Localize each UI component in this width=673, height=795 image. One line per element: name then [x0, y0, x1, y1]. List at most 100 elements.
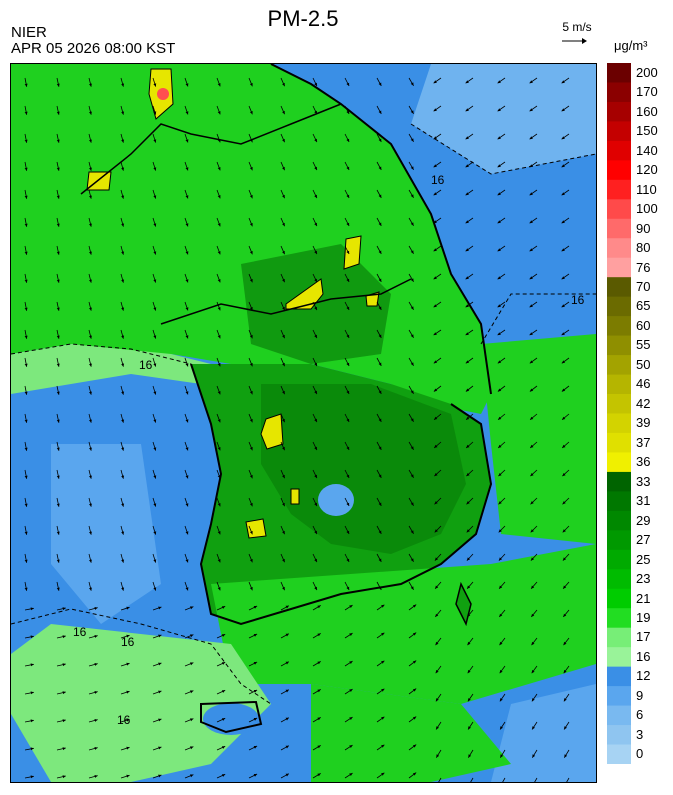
hotspot: [285, 278, 324, 310]
legend-swatch: [607, 744, 631, 764]
wind-arrowhead-icon: [217, 307, 221, 311]
wind-arrowhead-icon: [126, 690, 130, 694]
wind-arrowhead-icon: [564, 726, 567, 730]
wind-arrowhead-icon: [465, 304, 469, 308]
wind-arrowhead-icon: [468, 754, 472, 758]
wind-arrowhead-icon: [253, 690, 258, 693]
wind-arrowhead-icon: [24, 335, 28, 339]
wind-arrowhead-icon: [433, 108, 437, 112]
ulleung-island: [455, 581, 472, 627]
wind-arrowhead-icon: [217, 587, 221, 591]
wind-arrowhead-icon: [561, 164, 565, 168]
wind-arrowhead-icon: [531, 669, 535, 674]
legend-level-label: 16: [636, 648, 651, 664]
wind-arrowhead-icon: [529, 164, 533, 168]
wind-arrowhead-icon: [217, 531, 221, 535]
wind-arrowhead-icon: [499, 613, 503, 617]
map-title: PM-2.5: [267, 6, 339, 31]
wind-arrowhead-icon: [317, 689, 321, 693]
wind-arrowhead-icon: [89, 587, 92, 591]
wind-arrowhead-icon: [317, 605, 321, 609]
wind-arrowhead-icon: [465, 164, 469, 168]
wind-arrowhead-icon: [436, 726, 439, 730]
wind-arrowhead-icon: [185, 111, 189, 115]
wind-arrowhead-icon: [89, 279, 92, 283]
wind-arrowhead-icon: [153, 503, 157, 507]
wind-arrowhead-icon: [253, 718, 258, 721]
wind-arrowhead-icon: [185, 139, 189, 143]
wind-arrowhead-icon: [349, 745, 353, 748]
wind-arrowhead-icon: [249, 139, 253, 143]
wind-arrowhead-icon: [56, 531, 60, 535]
wind-arrowhead-icon: [153, 195, 157, 199]
legend-level-label: 200: [636, 64, 658, 80]
wind-arrowhead-icon: [314, 278, 317, 283]
wind-arrowhead-icon: [89, 419, 92, 423]
wind-arrowhead-icon: [497, 80, 501, 84]
coastline: [270, 64, 492, 395]
wind-arrowhead-icon: [465, 136, 469, 140]
wind-arrowhead-icon: [467, 613, 471, 617]
wind-arrowhead-icon: [561, 192, 565, 196]
wind-arrowhead-icon: [249, 195, 253, 199]
legend-level-label: 120: [636, 162, 658, 178]
wind-arrowhead-icon: [381, 772, 385, 776]
legend-swatch: [607, 82, 631, 103]
legend-swatch: [607, 705, 631, 726]
wind-arrowhead-icon: [530, 416, 534, 420]
wind-arrowhead-icon: [378, 250, 382, 254]
legend-swatch: [607, 121, 631, 142]
wind-arrowhead-icon: [529, 276, 533, 280]
wind-arrowhead-icon: [349, 661, 353, 664]
wind-arrowhead-icon: [410, 222, 414, 226]
contour-16: [11, 608, 272, 705]
wind-arrowhead-icon: [412, 632, 417, 636]
wind-arrowhead-icon: [24, 363, 28, 367]
wind-arrowhead-icon: [121, 279, 125, 283]
wind-arrowhead-icon: [89, 391, 92, 395]
wind-arrowhead-icon: [498, 473, 502, 477]
wind-arrowhead-icon: [499, 585, 503, 589]
wind-arrowhead-icon: [94, 775, 98, 778]
wind-arrowhead-icon: [314, 138, 317, 143]
sea-green-plume: [211, 544, 596, 704]
legend-swatch: [607, 257, 631, 278]
wind-arrowhead-icon: [253, 634, 258, 637]
legend-level-label: 42: [636, 395, 651, 411]
wind-arrowhead-icon: [562, 473, 566, 477]
wind-arrowhead-icon: [562, 416, 566, 420]
wind-arrowhead-icon: [412, 688, 417, 692]
jeju-island: [200, 700, 263, 734]
legend-level-label: 9: [636, 687, 644, 703]
wind-arrowhead-icon: [435, 641, 439, 646]
legend-swatch: [607, 569, 631, 590]
wind-arrowhead-icon: [381, 660, 385, 664]
wind-arrowhead-icon: [497, 248, 501, 252]
wind-arrowhead-icon: [282, 110, 285, 115]
wind-arrowhead-icon: [314, 250, 317, 255]
legend-swatch: [607, 549, 631, 570]
wind-arrowhead-icon: [346, 166, 350, 170]
wind-arrowhead-icon: [346, 250, 350, 254]
wind-arrowhead-icon: [530, 557, 534, 561]
wind-arrowhead-icon: [466, 529, 470, 533]
legend-level-label: 110: [636, 181, 657, 197]
wind-arrowhead-icon: [378, 390, 382, 394]
wind-arrowhead-icon: [465, 80, 469, 84]
wind-arrowhead-icon: [153, 363, 157, 367]
wind-arrowhead-icon: [217, 167, 221, 171]
wind-arrowhead-icon: [221, 662, 226, 665]
wind-arrowhead-icon: [24, 223, 28, 227]
wind-arrowhead-icon: [497, 220, 501, 224]
wind-arrowhead-icon: [153, 279, 157, 283]
wind-arrowhead-icon: [529, 332, 533, 336]
wind-arrowhead-icon: [153, 335, 157, 339]
wind-arrowhead-icon: [381, 632, 385, 636]
legend-level-label: 19: [636, 610, 651, 625]
wind-arrowhead-icon: [498, 529, 502, 533]
wind-arrowhead-icon: [185, 307, 189, 311]
wind-arrow-icon: [470, 777, 474, 782]
wind-arrowhead-icon: [378, 446, 382, 450]
wind-arrowhead-icon: [62, 719, 66, 723]
wind-arrowhead-icon: [217, 111, 221, 115]
